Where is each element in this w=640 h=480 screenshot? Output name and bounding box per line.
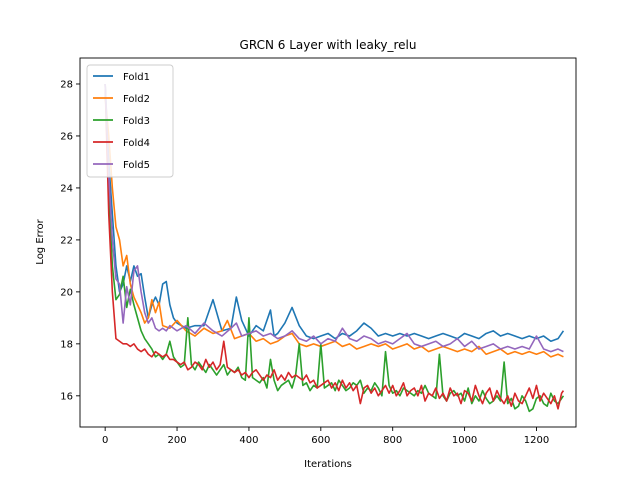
x-tick-label: 1000 xyxy=(452,435,477,446)
plot-area xyxy=(79,57,577,428)
legend-label-fold2: Fold2 xyxy=(123,94,150,105)
x-tick-label: 800 xyxy=(383,435,402,446)
y-tick-label: 24 xyxy=(60,183,73,194)
x-tick-label: 400 xyxy=(239,435,258,446)
y-axis-label: Log Error xyxy=(35,218,46,264)
x-axis-label: Iterations xyxy=(304,459,352,470)
x-tick-label: 1200 xyxy=(524,435,549,446)
chart-title: GRCN 6 Layer with leaky_relu xyxy=(240,38,417,52)
legend-box xyxy=(86,64,174,178)
legend-label-fold3: Fold3 xyxy=(123,116,150,127)
y-tick-label: 16 xyxy=(60,391,73,402)
legend: Fold1 Fold2 Fold3 Fold4 Fold5 xyxy=(86,64,174,178)
y-tick-label: 28 xyxy=(60,79,73,90)
series-line-fold3 xyxy=(104,83,565,413)
axis-ticks: 0 200 400 600 800 1000 1200 16 18 20 22 24 26 28 xyxy=(60,79,549,446)
x-tick-label: 600 xyxy=(311,435,330,446)
series-line-fold2 xyxy=(104,96,564,358)
series-line-fold5 xyxy=(104,83,564,353)
legend-label-fold5: Fold5 xyxy=(123,160,150,171)
x-tick-label: 0 xyxy=(102,435,108,446)
x-tick-label: 200 xyxy=(167,435,186,446)
y-tick-label: 22 xyxy=(60,235,73,246)
legend-label-fold1: Fold1 xyxy=(123,72,150,83)
series-line-fold4 xyxy=(104,83,565,410)
axes-frame xyxy=(79,57,577,428)
y-tick-label: 18 xyxy=(60,339,73,350)
y-tick-label: 26 xyxy=(60,131,73,142)
legend-label-fold4: Fold4 xyxy=(123,138,150,149)
y-tick-label: 20 xyxy=(60,287,73,298)
